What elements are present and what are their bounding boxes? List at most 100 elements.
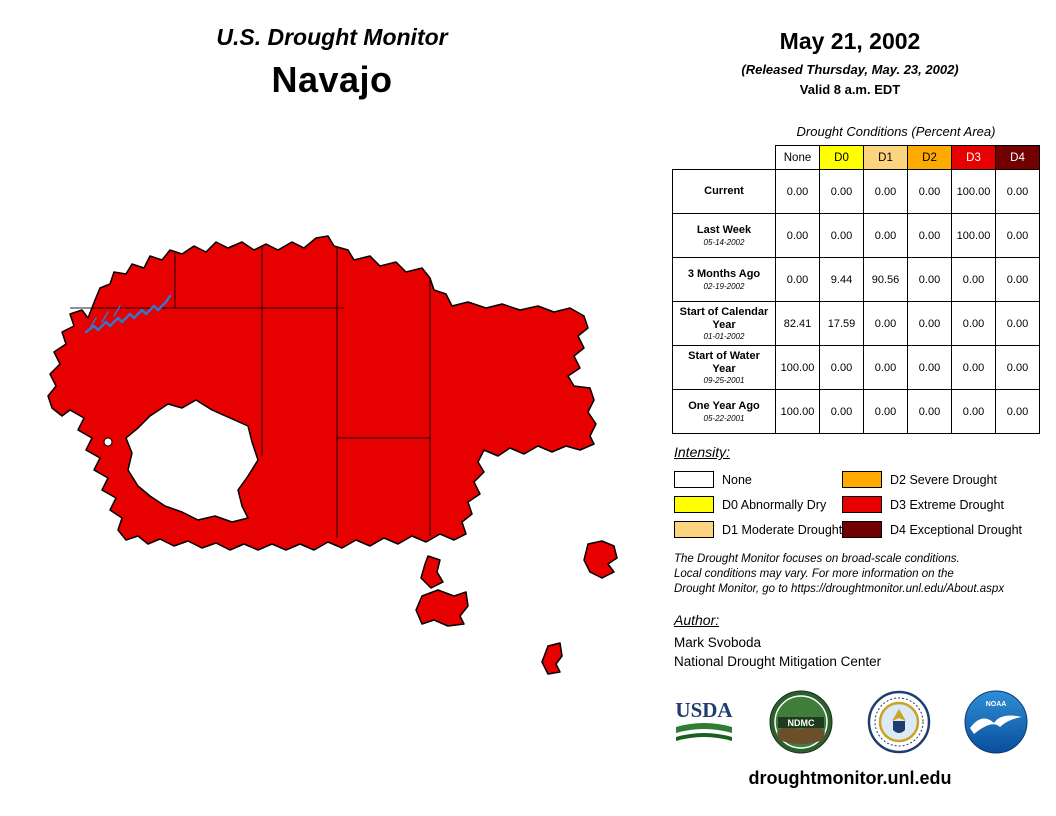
table-cell: 0.00 [951, 257, 996, 302]
table-corner-cell [672, 145, 776, 170]
table-cell: 0.00 [863, 301, 908, 346]
report-title: U.S. Drought Monitor [216, 24, 448, 50]
swatch-d3 [842, 496, 882, 513]
table-cell: 100.00 [951, 213, 996, 258]
table-cell: 0.00 [995, 213, 1040, 258]
table-cell: 100.00 [951, 169, 996, 214]
conditions-table: None D0 D1 D2 D3 D4 Current 0.00 0.00 0.… [672, 145, 1040, 434]
col-header-d2: D2 [907, 145, 952, 170]
table-row-current: Current 0.00 0.00 0.00 0.00 100.00 0.00 [672, 169, 1040, 214]
map-parcel-2 [415, 589, 469, 627]
noaa-logo: NOAA [964, 690, 1028, 754]
table-cell: 90.56 [863, 257, 908, 302]
col-header-none: None [775, 145, 820, 170]
map-region-main [47, 235, 597, 551]
table-cell: 0.00 [907, 169, 952, 214]
map-parcel-4 [541, 642, 563, 675]
footer-url: droughtmonitor.unl.edu [748, 768, 952, 788]
disclaimer-line: The Drought Monitor focuses on broad-sca… [674, 553, 960, 565]
table-cell: 0.00 [863, 213, 908, 258]
usda-logo: USDA [672, 693, 736, 751]
table-cell: 0.00 [775, 257, 820, 302]
col-header-d1: D1 [863, 145, 908, 170]
table-row-start-water-year: Start of Water Year 09-25-2001 100.00 0.… [672, 345, 1040, 390]
row-label: One Year Ago 05-22-2001 [672, 389, 776, 434]
legend-item-d0: D0 Abnormally Dry [674, 496, 842, 513]
legend-item-d2: D2 Severe Drought [842, 471, 1030, 488]
table-row-last-week: Last Week 05-14-2002 0.00 0.00 0.00 0.00… [672, 213, 1040, 258]
table-cell: 100.00 [775, 389, 820, 434]
ndmc-mountains [777, 725, 826, 744]
table-cell: 0.00 [951, 301, 996, 346]
author-block: Author: Mark Svoboda National Drought Mi… [674, 612, 881, 669]
date-block: May 21, 2002 (Released Thursday, May. 23… [672, 28, 1028, 97]
table-cell: 82.41 [775, 301, 820, 346]
row-label: Start of Water Year 09-25-2001 [672, 345, 776, 390]
river-ticks [89, 305, 121, 329]
legend-item-none: None [674, 471, 842, 488]
map-parcel-1 [420, 555, 444, 589]
commerce-text-ring [874, 697, 924, 747]
table-cell: 0.00 [863, 389, 908, 434]
legend-item-d1: D1 Moderate Drought [674, 521, 842, 538]
map-small-hole [103, 437, 113, 447]
table-cell: 0.00 [819, 169, 864, 214]
commerce-logo [867, 690, 931, 754]
map-parcel-3 [583, 540, 618, 579]
table-cell: 0.00 [951, 345, 996, 390]
table-row-one-year-ago: One Year Ago 05-22-2001 100.00 0.00 0.00… [672, 389, 1040, 434]
usda-swoosh-bottom [676, 733, 732, 741]
col-header-d4: D4 [995, 145, 1040, 170]
author-heading: Author: [674, 612, 720, 628]
table-cell: 0.00 [819, 213, 864, 258]
table-cell: 0.00 [819, 389, 864, 434]
usda-logo-text: USDA [675, 698, 733, 722]
swatch-none [674, 471, 714, 488]
disclaimer-line: Drought Monitor, go to https://droughtmo… [674, 582, 1005, 595]
noaa-bird [969, 715, 1022, 734]
row-label: Last Week 05-14-2002 [672, 213, 776, 258]
table-row-3-months-ago: 3 Months Ago 02-19-2002 0.00 9.44 90.56 … [672, 257, 1040, 302]
table-cell: 0.00 [907, 301, 952, 346]
table-row-start-calendar-year: Start of Calendar Year 01-01-2002 82.41 … [672, 301, 1040, 346]
ndmc-banner [778, 717, 825, 728]
table-cell: 0.00 [995, 301, 1040, 346]
row-label: Start of Calendar Year 01-01-2002 [672, 301, 776, 346]
legend-heading: Intensity: [674, 444, 731, 460]
row-label: Current [672, 169, 776, 214]
disclaimer-line: Local conditions may vary. For more info… [674, 567, 954, 580]
usda-swoosh-top [676, 723, 732, 733]
logos-row: USDA NDMC [672, 686, 1028, 758]
table-cell: 0.00 [951, 389, 996, 434]
table-cell: 100.00 [775, 345, 820, 390]
table-cell: 9.44 [819, 257, 864, 302]
col-header-d3: D3 [951, 145, 996, 170]
author-name: Mark Svoboda [674, 635, 762, 650]
table-cell: 0.00 [863, 169, 908, 214]
river-line [84, 294, 172, 334]
table-cell: 0.00 [995, 257, 1040, 302]
navajo-map-svg [47, 235, 618, 675]
table-cell: 0.00 [819, 345, 864, 390]
table-header-row: None D0 D1 D2 D3 D4 [672, 145, 1040, 170]
map-boundary-lines [70, 246, 431, 538]
commerce-shield [892, 721, 905, 733]
noaa-logo-text: NOAA [986, 701, 1007, 708]
valid-time: Valid 8 a.m. EDT [799, 82, 901, 97]
region-name: Navajo [271, 59, 393, 100]
table-cell: 0.00 [775, 213, 820, 258]
table-cell: 17.59 [819, 301, 864, 346]
ndmc-logo-text: NDMC [788, 718, 815, 728]
disclaimer: The Drought Monitor focuses on broad-sca… [674, 552, 1004, 597]
released-date: (Released Thursday, May. 23, 2002) [741, 62, 959, 77]
table-cell: 0.00 [907, 213, 952, 258]
report-date: May 21, 2002 [779, 28, 921, 54]
table-cell: 0.00 [995, 389, 1040, 434]
swatch-d0 [674, 496, 714, 513]
table-cell: 0.00 [907, 257, 952, 302]
commerce-eagle [891, 709, 906, 721]
drought-map [10, 226, 660, 700]
swatch-d2 [842, 471, 882, 488]
table-title: Drought Conditions (Percent Area) [796, 124, 996, 139]
swatch-d4 [842, 521, 882, 538]
